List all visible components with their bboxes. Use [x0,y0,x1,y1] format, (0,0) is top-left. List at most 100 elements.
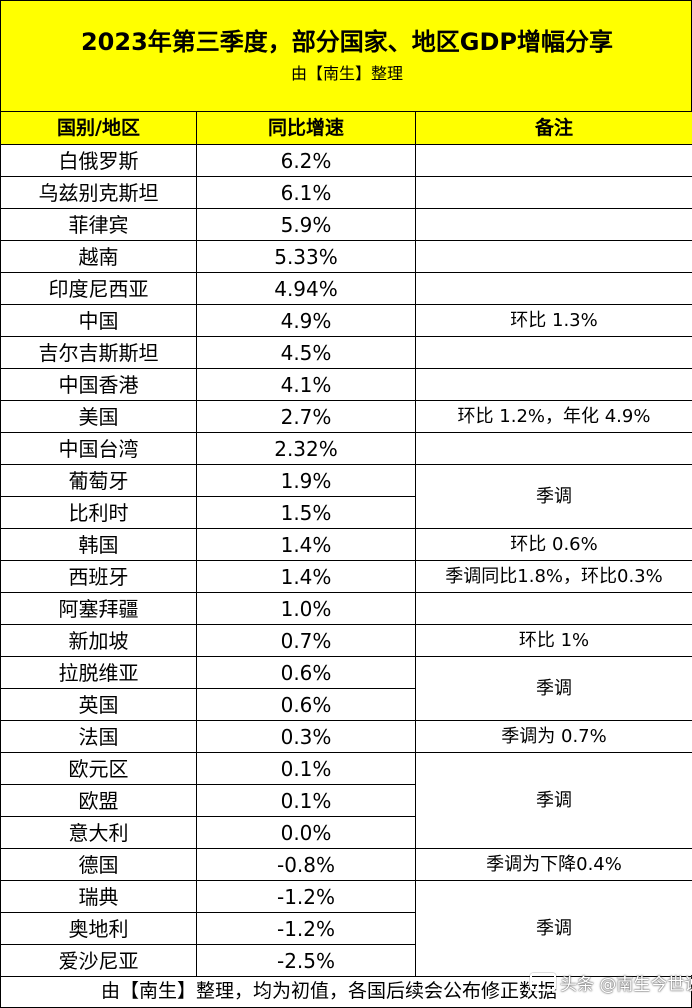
growth-cell: 1.0% [196,592,416,625]
growth-cell: 6.1% [196,176,416,209]
growth-cell: 6.2% [196,144,416,177]
title-block: 2023年第三季度，部分国家、地区GDP增幅分享 由【南生】整理 [0,0,692,112]
note-cell: 环比 1% [415,624,692,657]
growth-cell: 5.9% [196,208,416,241]
note-cell [415,432,692,465]
table-row: 中国香港 4.1% [0,368,692,401]
table-row: 新加坡 0.7% 环比 1% [0,624,692,657]
table-row: 白俄罗斯 6.2% [0,144,692,177]
region-cell: 美国 [0,400,197,433]
page-title: 2023年第三季度，部分国家、地区GDP增幅分享 [80,28,613,56]
region-cell: 菲律宾 [0,208,197,241]
table-row: 比利时 1.5% [0,496,692,529]
region-cell: 葡萄牙 [0,464,197,497]
region-cell: 中国香港 [0,368,197,401]
table-row: 欧盟 0.1% [0,784,692,817]
table-row: 欧元区 0.1% 季调 [0,752,692,849]
note-cell [415,144,692,177]
region-cell: 白俄罗斯 [0,144,197,177]
growth-cell: 1.5% [196,496,416,529]
region-cell: 中国 [0,304,197,337]
growth-cell: 0.3% [196,720,416,753]
region-cell: 韩国 [0,528,197,561]
watermark-logo-icon [530,973,556,991]
note-cell: 季调同比1.8%，环比0.3% [415,560,692,593]
region-cell: 新加坡 [0,624,197,657]
growth-cell: 0.6% [196,688,416,721]
gdp-table: 国别/地区 同比增速 备注 白俄罗斯 6.2% 乌兹别克斯坦 6.1% 菲律宾 … [0,111,692,977]
growth-cell: -1.2% [196,880,416,913]
region-cell: 英国 [0,688,197,721]
note-cell: 季调 [415,880,692,977]
growth-cell: 5.33% [196,240,416,273]
column-header-growth: 同比增速 [196,111,416,145]
growth-cell: -1.2% [196,912,416,945]
region-cell: 爱沙尼亚 [0,944,197,977]
note-cell [415,592,692,625]
note-cell: 环比 1.2%，年化 4.9% [415,400,692,433]
note-cell: 季调 [415,464,692,529]
page-subtitle: 由【南生】整理 [290,64,403,83]
note-cell [415,176,692,209]
table-row: 越南 5.33% [0,240,692,273]
region-cell: 法国 [0,720,197,753]
growth-cell: 4.1% [196,368,416,401]
note-cell: 季调 [415,752,692,849]
watermark: 头条 @南生今世说 [530,970,692,995]
note-cell [415,240,692,273]
table-row: 拉脱维亚 0.6% 季调 [0,656,692,721]
note-cell [415,336,692,369]
growth-cell: 4.5% [196,336,416,369]
region-cell: 欧元区 [0,752,197,785]
region-cell: 印度尼西亚 [0,272,197,305]
growth-cell: 0.6% [196,656,416,689]
growth-cell: 0.1% [196,752,416,785]
growth-cell: 4.9% [196,304,416,337]
table-row: 葡萄牙 1.9% 季调 [0,464,692,529]
region-cell: 比利时 [0,496,197,529]
table-row: 中国台湾 2.32% [0,432,692,465]
column-header-region: 国别/地区 [0,111,197,145]
growth-cell: 1.4% [196,560,416,593]
region-cell: 乌兹别克斯坦 [0,176,197,209]
table-row: 乌兹别克斯坦 6.1% [0,176,692,209]
note-cell [415,208,692,241]
table-row: 韩国 1.4% 环比 0.6% [0,528,692,561]
growth-cell: -2.5% [196,944,416,977]
region-cell: 意大利 [0,816,197,849]
region-cell: 西班牙 [0,560,197,593]
table-row: 奥地利 -1.2% [0,912,692,945]
growth-cell: 0.1% [196,784,416,817]
table-row: 中国 4.9% 环比 1.3% [0,304,692,337]
region-cell: 越南 [0,240,197,273]
table-row: 菲律宾 5.9% [0,208,692,241]
table-row: 美国 2.7% 环比 1.2%，年化 4.9% [0,400,692,433]
table-row: 意大利 0.0% [0,816,692,849]
growth-cell: 0.0% [196,816,416,849]
table-row: 西班牙 1.4% 季调同比1.8%，环比0.3% [0,560,692,593]
watermark-text: 头条 @南生今世说 [560,975,692,995]
region-cell: 拉脱维亚 [0,656,197,689]
table-row: 阿塞拜疆 1.0% [0,592,692,625]
growth-cell: 0.7% [196,624,416,657]
table-row: 爱沙尼亚 -2.5% [0,944,692,977]
note-cell: 环比 1.3% [415,304,692,337]
table-row: 英国 0.6% [0,688,692,721]
table-row: 瑞典 -1.2% 季调 [0,880,692,977]
note-cell: 季调为下降0.4% [415,848,692,881]
table-header-row: 国别/地区 同比增速 备注 [0,111,692,145]
growth-cell: 1.9% [196,464,416,497]
note-cell [415,272,692,305]
note-cell [415,368,692,401]
table-row: 德国 -0.8% 季调为下降0.4% [0,848,692,881]
growth-cell: 2.7% [196,400,416,433]
growth-cell: 4.94% [196,272,416,305]
note-cell: 环比 0.6% [415,528,692,561]
table-row: 印度尼西亚 4.94% [0,272,692,305]
region-cell: 中国台湾 [0,432,197,465]
table-row: 吉尔吉斯斯坦 4.5% [0,336,692,369]
region-cell: 德国 [0,848,197,881]
column-header-note: 备注 [415,111,692,145]
growth-cell: 2.32% [196,432,416,465]
table-row: 法国 0.3% 季调为 0.7% [0,720,692,753]
